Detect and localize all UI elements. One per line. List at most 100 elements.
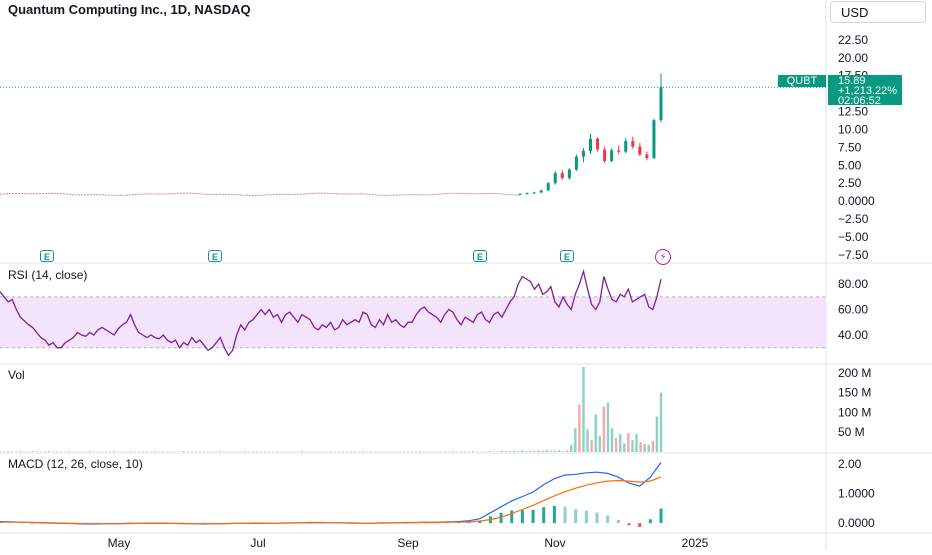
volume-pane-label: Vol xyxy=(8,368,25,382)
time-axis-tick-label: Sep xyxy=(397,536,419,550)
volume-bar xyxy=(660,393,662,452)
time-axis-tick-label: 2025 xyxy=(682,536,709,550)
price-axis-tick-label: 5.00 xyxy=(838,158,862,172)
time-axis-tick-label: May xyxy=(108,536,131,550)
volume-bar xyxy=(48,451,50,452)
volume-bar xyxy=(570,445,572,452)
volume-bar xyxy=(68,451,70,452)
macd-histogram-bar xyxy=(30,523,33,524)
volume-bar xyxy=(635,434,637,452)
volume-axis-tick-label: 50 M xyxy=(838,425,865,439)
price-history-line xyxy=(0,193,520,195)
candle-body xyxy=(638,147,641,155)
candle-body xyxy=(610,150,613,161)
time-axis-tick-label: Nov xyxy=(544,536,565,550)
volume-bar xyxy=(362,451,364,452)
volume-bar xyxy=(533,451,535,452)
price-axis-tick-label: 10.00 xyxy=(838,122,868,136)
price-axis-tick-label: 22.50 xyxy=(838,33,868,47)
volume-bar xyxy=(607,403,609,452)
earnings-icon[interactable]: E xyxy=(473,250,487,262)
rsi-axis-tick-label: 80.00 xyxy=(838,277,868,291)
price-axis-tick-label: 7.50 xyxy=(838,140,862,154)
candle-body xyxy=(526,193,529,194)
macd-histogram-bar xyxy=(446,523,449,524)
macd-histogram-bar xyxy=(585,511,588,523)
volume-bar xyxy=(582,367,584,452)
macd-histogram-bar xyxy=(510,510,513,523)
candle-body xyxy=(596,139,599,150)
price-axis-tick-label: −5.00 xyxy=(838,230,869,244)
currency-selector[interactable]: USD xyxy=(830,1,926,23)
volume-bar xyxy=(546,450,548,452)
volume-bar xyxy=(521,450,523,452)
candle-body xyxy=(603,150,606,161)
macd-histogram-bar xyxy=(20,523,23,524)
earnings-icon[interactable]: E xyxy=(208,250,222,262)
candle-body xyxy=(540,190,543,192)
volume-bar xyxy=(578,405,580,452)
volume-bar xyxy=(7,451,9,452)
volume-bar xyxy=(550,451,552,452)
candle-body xyxy=(519,194,522,195)
macd-signal-line xyxy=(0,477,661,524)
volume-axis-tick-label: 150 M xyxy=(838,386,871,400)
volume-bar xyxy=(623,443,625,452)
price-axis-tick-label: 0.0000 xyxy=(838,194,875,208)
macd-histogram-bar xyxy=(532,510,535,523)
volume-bar xyxy=(154,451,156,452)
candle-body xyxy=(652,120,655,158)
last-price-tag: 15.89 +1,213.22% 02:06:52 xyxy=(828,75,902,105)
macd-histogram-bar xyxy=(414,523,417,524)
macd-histogram-bar xyxy=(606,515,609,523)
macd-histogram-bar xyxy=(638,523,641,527)
earnings-icon[interactable]: E xyxy=(40,250,54,262)
volume-bar xyxy=(541,451,543,452)
volume-bar xyxy=(452,451,454,452)
macd-histogram-bar xyxy=(628,523,631,525)
macd-histogram-bar xyxy=(542,507,545,523)
macd-histogram-bar xyxy=(660,509,663,524)
volume-bar xyxy=(419,451,421,452)
volume-bar xyxy=(113,451,115,452)
symbol-price-label: QUBT xyxy=(778,75,826,87)
volume-bar xyxy=(615,438,617,452)
volume-bar xyxy=(652,441,654,452)
volume-bar xyxy=(603,407,605,452)
macd-axis-tick-label: 0.0000 xyxy=(838,516,875,530)
price-axis-tick-label: −7.50 xyxy=(838,248,869,262)
price-axis-tick-label: 2.50 xyxy=(838,176,862,190)
candle-body xyxy=(533,193,536,194)
macd-histogram-bar xyxy=(9,523,12,524)
rsi-band xyxy=(0,297,826,348)
volume-bar xyxy=(554,451,556,452)
macd-histogram-bar xyxy=(564,507,567,524)
volume-bar xyxy=(619,434,621,452)
volume-bar xyxy=(31,451,33,452)
price-axis-tick-label: −2.50 xyxy=(838,212,869,226)
candle-body xyxy=(589,139,592,151)
volume-bar xyxy=(129,451,131,452)
volume-bar xyxy=(631,440,633,452)
dividend-icon[interactable]: ⚡ xyxy=(655,249,671,265)
bar-countdown: 02:06:52 xyxy=(838,96,902,106)
earnings-icon[interactable]: E xyxy=(560,250,574,262)
volume-bar xyxy=(525,451,527,452)
macd-histogram-bar xyxy=(617,520,620,523)
macd-histogram-bar xyxy=(574,509,577,523)
candle-body xyxy=(660,87,663,120)
price-axis-tick-label: 20.00 xyxy=(838,51,868,65)
macd-histogram-bar xyxy=(521,510,524,523)
rsi-axis-tick-label: 40.00 xyxy=(838,328,868,342)
volume-bar xyxy=(558,450,560,452)
volume-bar xyxy=(529,451,531,452)
candle-body xyxy=(645,155,648,159)
volume-bar xyxy=(590,440,592,452)
macd-pane-label: MACD (12, 26, close, 10) xyxy=(8,457,143,471)
volume-bar xyxy=(501,451,503,452)
volume-bar xyxy=(599,436,601,452)
volume-bar xyxy=(89,451,91,452)
macd-histogram-bar xyxy=(649,519,652,523)
volume-bar xyxy=(219,451,221,452)
